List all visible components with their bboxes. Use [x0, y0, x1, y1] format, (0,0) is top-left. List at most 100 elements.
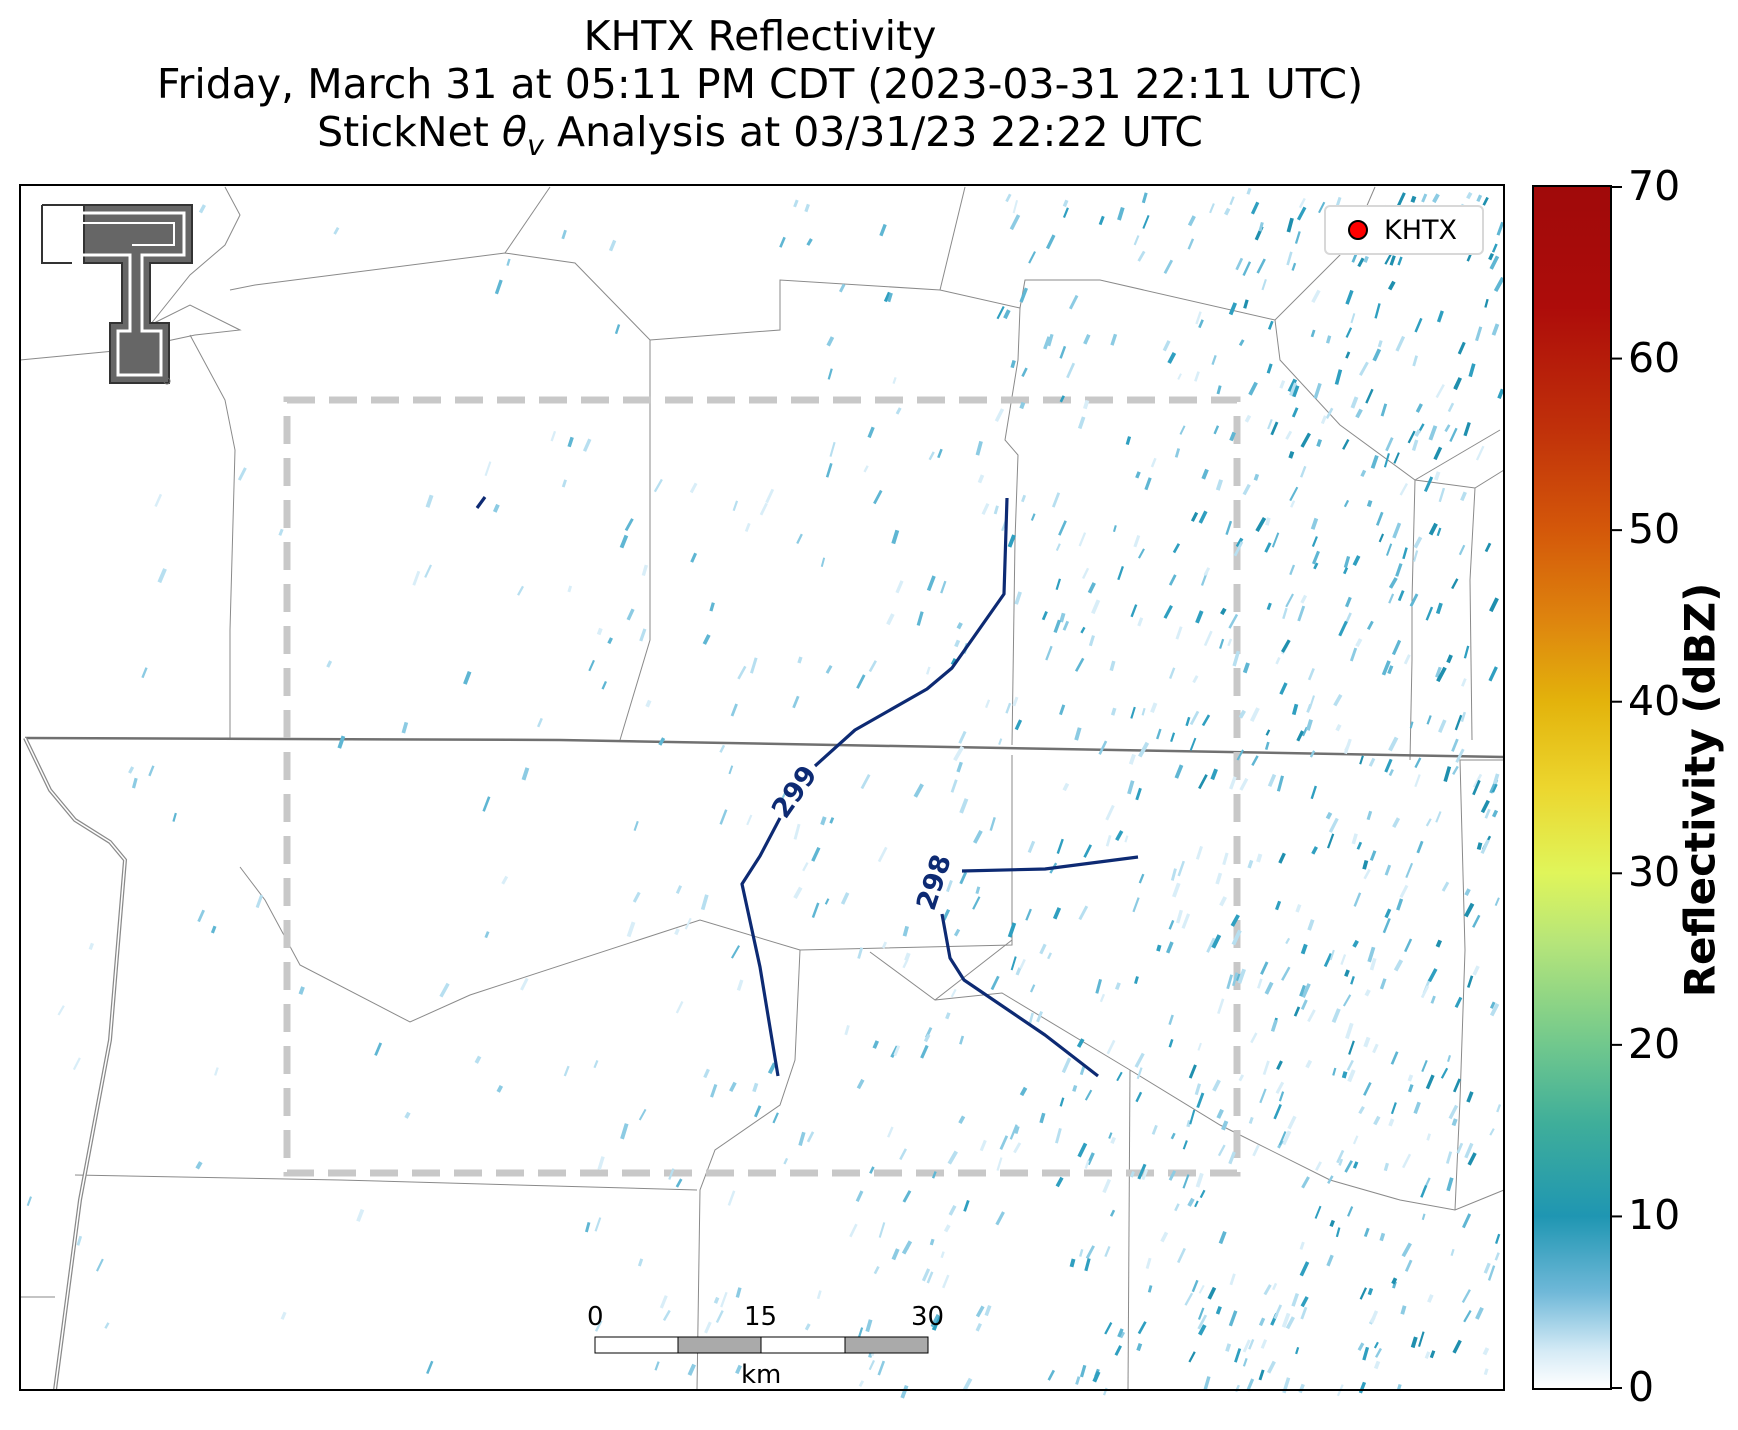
echo-pixel	[1243, 299, 1249, 309]
echo-pixel	[1209, 203, 1215, 214]
echo-pixel	[1108, 1132, 1113, 1139]
echo-pixel	[1256, 853, 1263, 863]
echo-pixel	[567, 436, 574, 448]
echo-pixel	[131, 777, 138, 789]
echo-pixel	[1247, 859, 1254, 869]
echo-pixel	[1124, 835, 1129, 843]
echo-pixel	[1174, 1203, 1180, 1212]
echo-pixel	[1174, 448, 1181, 458]
echo-pixel	[930, 1314, 940, 1328]
echo-pixel	[1168, 1039, 1174, 1048]
echo-pixel	[1194, 1200, 1199, 1208]
echo-pixel	[1355, 408, 1363, 419]
echo-pixel	[1198, 774, 1208, 790]
echo-pixel	[1421, 193, 1428, 203]
colorbar-tick-label: 50	[1628, 505, 1681, 554]
echo-pixel	[1314, 1205, 1322, 1219]
echo-pixel	[1369, 850, 1377, 861]
echo-pixel	[779, 791, 787, 803]
echo-pixel	[754, 1105, 762, 1118]
echo-pixel	[641, 564, 648, 577]
echo-pixel	[1191, 1279, 1199, 1293]
echo-pixel	[1297, 605, 1306, 622]
echo-pixel	[1087, 582, 1096, 594]
echo-pixel	[172, 812, 177, 822]
echo-pixel	[1446, 1177, 1454, 1192]
echo-pixel	[1300, 1296, 1309, 1308]
echo-pixel	[1414, 757, 1422, 769]
county-boundaries	[19, 186, 1505, 1391]
echo-pixel	[1078, 905, 1089, 921]
echo-pixel	[1055, 578, 1062, 591]
echo-pixel	[1201, 468, 1209, 480]
echo-pixel	[1467, 1152, 1477, 1166]
echo-pixel	[1363, 1082, 1372, 1096]
echo-pixel	[1334, 369, 1343, 385]
echo-pixel	[1246, 187, 1252, 195]
echo-pixel	[1365, 388, 1374, 404]
echo-pixel	[1170, 868, 1177, 881]
echo-pixel	[1461, 678, 1467, 687]
echo-pixel	[1156, 944, 1162, 952]
echo-pixel	[1452, 765, 1459, 775]
echo-pixel	[904, 952, 911, 962]
echo-pixel	[1458, 544, 1466, 556]
echo-pixel	[1496, 221, 1505, 236]
echo-pixel	[1287, 1115, 1297, 1130]
echo-pixel	[1472, 914, 1481, 928]
echo-pixel	[873, 1266, 880, 1275]
echo-pixel	[1320, 415, 1327, 425]
echo-pixel	[1484, 298, 1489, 308]
echo-pixel	[1462, 1213, 1472, 1229]
echo-pixel	[1110, 1136, 1117, 1145]
echo-pixel	[1421, 1213, 1426, 1221]
echo-pixel	[593, 1060, 599, 1069]
echo-pixel	[1262, 1060, 1270, 1076]
echo-pixel	[474, 1055, 482, 1064]
echo-pixel	[567, 585, 573, 593]
echo-pixel	[1059, 704, 1066, 716]
echo-pixel	[849, 1223, 858, 1238]
echo-pixel	[1363, 255, 1369, 263]
colorbar-title: Reflectivity (dBZ)	[1675, 582, 1725, 998]
title-block: KHTX Reflectivity Friday, March 31 at 05…	[20, 12, 1500, 169]
echo-pixel	[1080, 626, 1086, 634]
echo-pixel	[1407, 1074, 1414, 1082]
echo-pixel	[993, 505, 999, 515]
echo-pixel	[1451, 578, 1459, 590]
echo-pixel	[958, 730, 967, 744]
echo-pixel	[1275, 657, 1281, 665]
echo-pixel	[1201, 714, 1211, 727]
echo-pixel	[937, 448, 943, 459]
echo-pixel	[1162, 340, 1171, 352]
echo-pixel	[1475, 445, 1485, 461]
echo-pixel	[1399, 483, 1408, 496]
echo-pixel	[1454, 996, 1463, 1009]
echo-pixel	[1344, 742, 1351, 752]
echo-pixel	[1325, 811, 1333, 820]
echo-pixel	[1163, 259, 1174, 274]
echo-pixel	[1010, 956, 1017, 971]
echo-pixel	[975, 886, 981, 895]
echo-pixel	[1407, 430, 1416, 444]
echo-pixel	[1296, 730, 1304, 742]
map-frame	[19, 184, 1505, 1391]
echo-pixel	[1083, 333, 1091, 345]
echo-pixel	[1198, 319, 1204, 329]
echo-pixel	[735, 1364, 742, 1375]
echo-pixel	[981, 503, 990, 515]
echo-pixel	[1088, 635, 1095, 647]
echo-pixel	[826, 336, 835, 347]
echo-pixel	[996, 1157, 1003, 1171]
echo-pixel	[1062, 199, 1069, 208]
scale-tick-0: 0	[587, 1302, 604, 1332]
echo-pixel	[1466, 1091, 1474, 1103]
echo-pixel	[1289, 486, 1299, 502]
echo-pixel	[1005, 193, 1012, 203]
echo-pixel	[1182, 1174, 1190, 1189]
echo-pixel	[1300, 594, 1308, 604]
echo-pixel	[1256, 258, 1266, 274]
echo-pixel	[1242, 483, 1251, 496]
echo-pixel	[72, 1057, 81, 1071]
echo-pixel	[1110, 333, 1118, 346]
